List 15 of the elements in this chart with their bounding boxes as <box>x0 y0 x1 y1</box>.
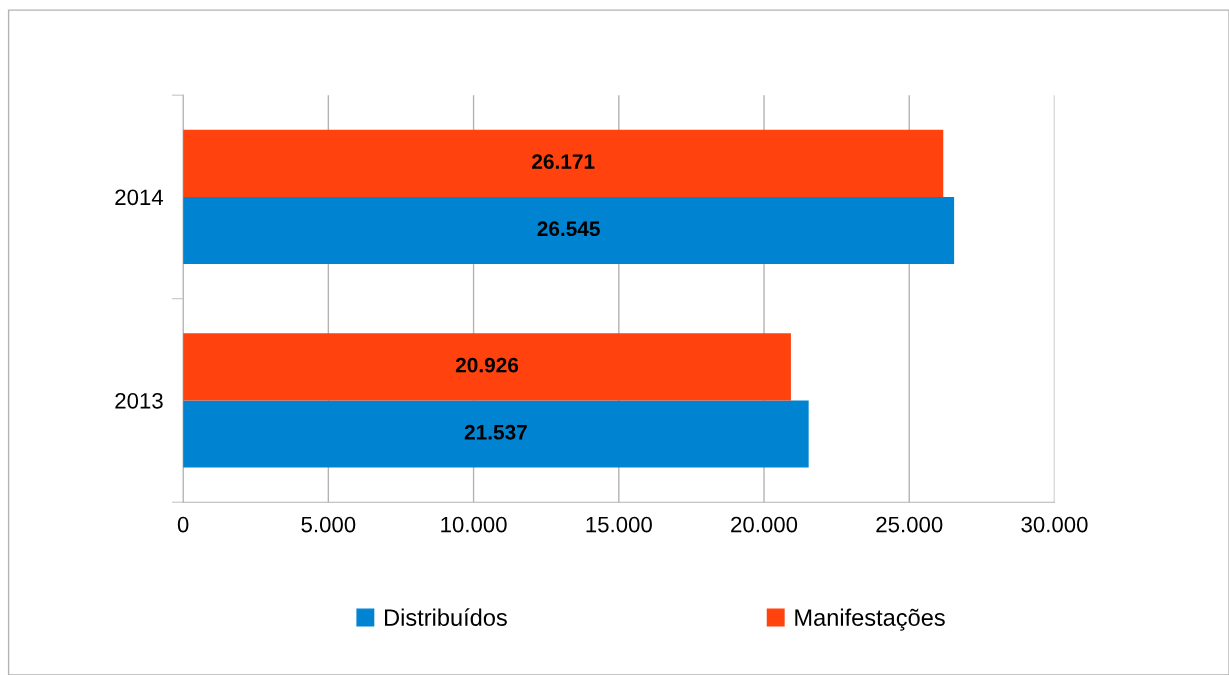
x-tick-label: 10.000 <box>441 516 507 533</box>
x-tick-label: 20.000 <box>731 516 798 533</box>
y-tick-label: 2013 <box>115 392 163 409</box>
x-tick-label: 30.000 <box>1021 516 1088 533</box>
data-label: 26.545 <box>537 221 600 237</box>
x-tick-label: 0 <box>177 516 189 533</box>
data-label: 21.537 <box>464 424 527 440</box>
x-tick-label: 15.000 <box>586 516 652 533</box>
legend-label: Distribuídos <box>385 608 507 626</box>
x-tick-label: 25.000 <box>876 516 943 533</box>
legend-label: Manifestações <box>795 608 945 631</box>
y-tick-label: 2014 <box>115 189 164 206</box>
data-label: 20.926 <box>455 357 519 373</box>
x-tick-label: 5.000 <box>301 516 356 533</box>
data-label: 26.171 <box>532 154 595 169</box>
